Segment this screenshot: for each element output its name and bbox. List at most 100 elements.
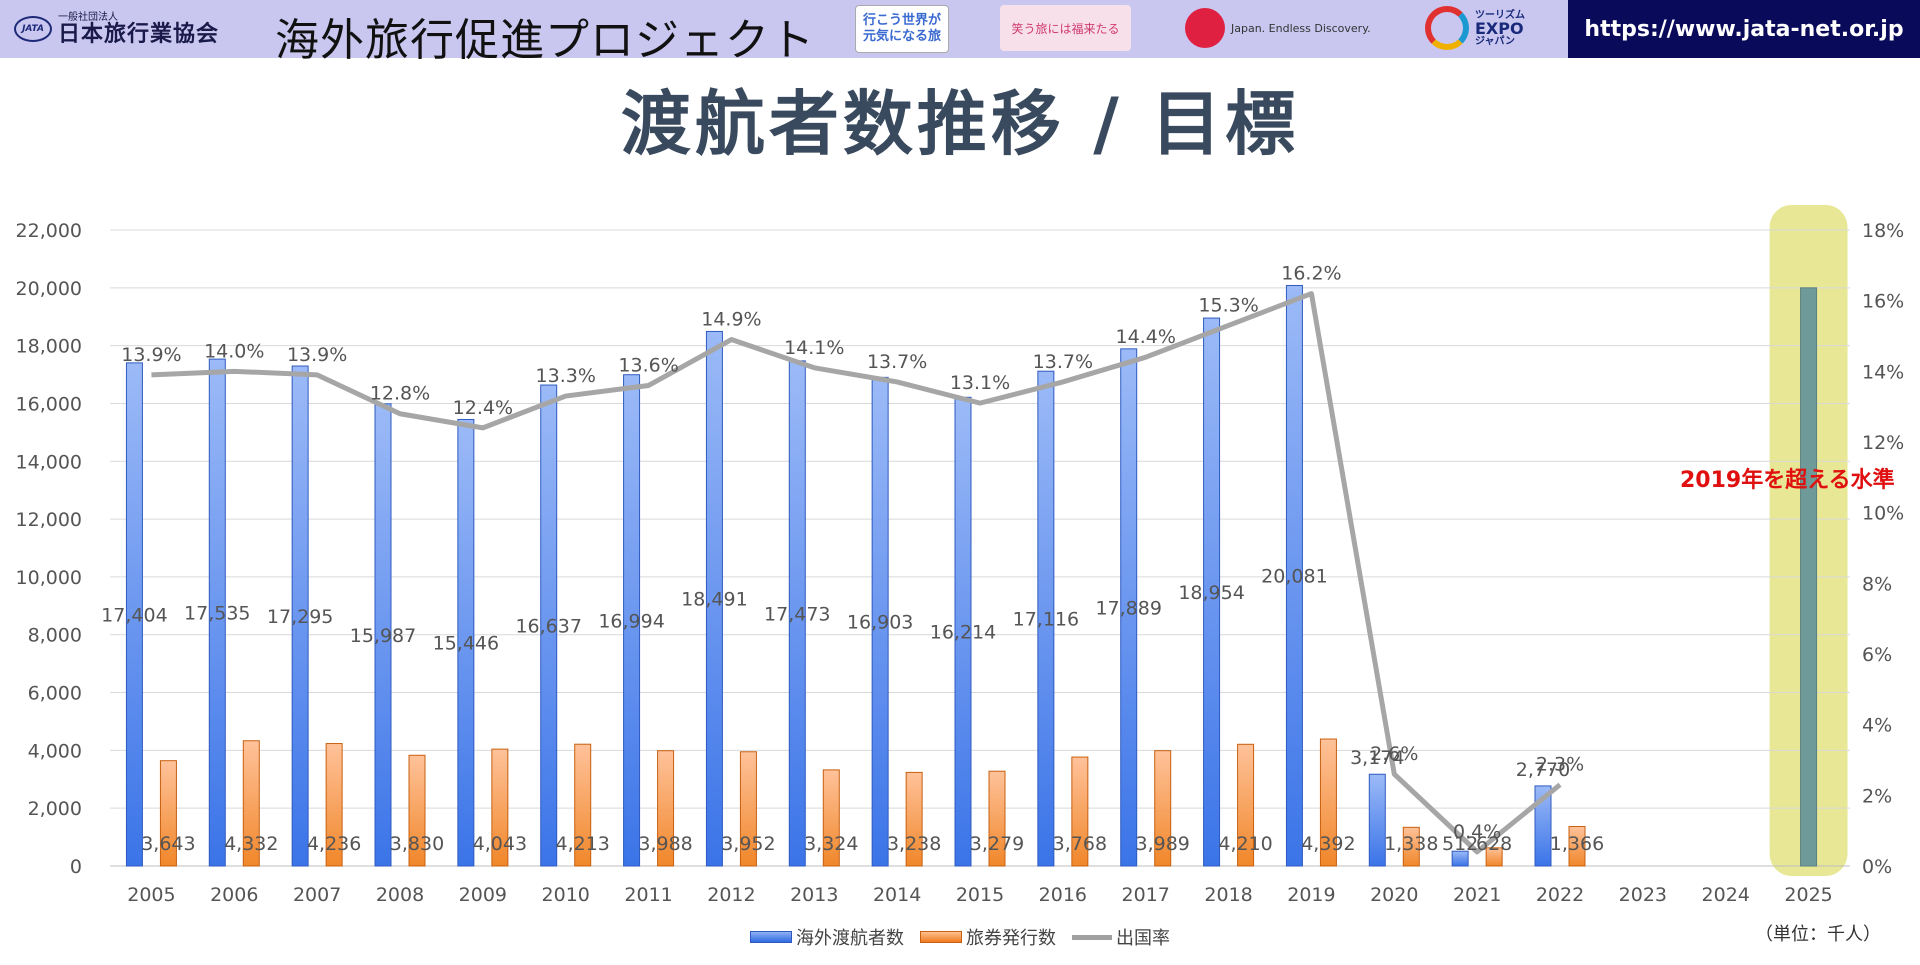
travelers-data-label: 17,295 [267, 606, 333, 628]
passports-data-label: 3,830 [390, 833, 444, 855]
x-tick-label: 2016 [1039, 884, 1087, 906]
x-tick-label: 2024 [1702, 884, 1750, 906]
header-bar: JATA 一般社団法人 日本旅行業協会 海外旅行促進プロジェクト 行こう世界が … [0, 0, 1920, 66]
expo-logo-line3: ジャパン [1475, 35, 1515, 47]
passports-bar [242, 740, 260, 867]
jata-logo-subtitle: 一般社団法人 [58, 11, 118, 23]
travelers-data-label: 18,954 [1178, 582, 1244, 604]
passports-data-label: 4,043 [473, 833, 527, 855]
passports-data-label: 3,768 [1053, 833, 1107, 855]
travel-campaign-logo[interactable]: 行こう世界が 元気になる旅 [855, 5, 949, 53]
website-url-link[interactable]: https://www.jata-net.or.jp [1568, 0, 1920, 58]
passports-data-label: 4,392 [1301, 833, 1355, 855]
travelers-bar [705, 330, 723, 867]
expo-ring-icon [1425, 6, 1469, 50]
rate-data-label: 13.3% [536, 365, 596, 387]
tourism-expo-logo[interactable]: ツーリズム EXPO ジャパン [1425, 5, 1535, 51]
rate-data-label: 14.0% [204, 340, 264, 362]
passports-data-label: 3,643 [141, 833, 195, 855]
target-annotation: 2019年を超える水準 [1680, 468, 1895, 493]
passports-data-label: 628 [1476, 833, 1512, 855]
passports-data-label: 3,324 [804, 833, 858, 855]
travel-logo-line1: 行こう世界が [862, 13, 941, 28]
passports-bar [1071, 756, 1089, 867]
passports-bar [1402, 826, 1420, 867]
rate-data-label: 14.1% [784, 337, 844, 359]
project-title: 海外旅行促進プロジェクト [275, 15, 815, 66]
x-tick-label: 2021 [1453, 884, 1501, 906]
travelers-data-label: 16,214 [930, 622, 996, 644]
rate-data-label: 13.1% [950, 372, 1010, 394]
y2-tick-label: 8% [1862, 573, 1892, 595]
passports-data-label: 3,238 [887, 833, 941, 855]
page-title: 渡航者数推移 / 目標 [620, 83, 1300, 165]
y-tick-label: 10,000 [16, 567, 82, 589]
x-tick-label: 2015 [956, 884, 1004, 906]
legend-swatch-rate [1072, 934, 1112, 940]
x-tick-label: 2012 [707, 884, 755, 906]
rate-data-label: 13.6% [618, 354, 678, 376]
unit-label: （単位：千人） [1755, 924, 1881, 945]
x-tick-label: 2017 [1122, 884, 1170, 906]
travelers-data-label: 512 [1442, 833, 1478, 855]
travelers-bar [291, 365, 309, 867]
x-tick-label: 2013 [790, 884, 838, 906]
passports-data-label: 3,989 [1136, 833, 1190, 855]
rate-data-label: 13.9% [287, 344, 347, 366]
smile-logo-text: 笑う旅には福来たる [1011, 21, 1120, 36]
jata-logo-name: 日本旅行業協会 [58, 21, 220, 47]
rate-data-label: 12.4% [453, 397, 513, 419]
passports-bar [491, 748, 509, 867]
travelers-data-label: 15,446 [433, 633, 499, 655]
travelers-bar [1203, 317, 1221, 867]
travelers-data-label: 17,889 [1095, 597, 1161, 619]
travelers-data-label: 16,637 [515, 616, 581, 638]
y2-tick-label: 4% [1862, 715, 1892, 737]
rate-data-label: 13.7% [867, 351, 927, 373]
passports-data-label: 3,279 [970, 833, 1024, 855]
y-tick-label: 18,000 [16, 336, 82, 358]
jata-logo[interactable]: JATA 一般社団法人 日本旅行業協会 [14, 8, 219, 50]
travelers-data-label: 17,404 [101, 604, 167, 626]
passports-bar [657, 750, 675, 867]
rate-data-label: 14.4% [1116, 326, 1176, 348]
rate-data-label: 14.9% [701, 309, 761, 331]
y-tick-label: 16,000 [16, 393, 82, 415]
travelers-bar [540, 384, 558, 867]
passports-bar [1154, 750, 1172, 867]
travelers-data-label: 15,987 [350, 625, 416, 647]
x-tick-label: 2008 [376, 884, 424, 906]
rate-data-label: 0.4% [1453, 821, 1501, 843]
y2-tick-label: 2% [1862, 785, 1892, 807]
travelers-data-label: 16,994 [598, 610, 664, 632]
travelers-data-label: 17,116 [1013, 609, 1079, 631]
travelers-data-label: 17,473 [764, 603, 830, 625]
x-tick-label: 2005 [127, 884, 175, 906]
travel-logo-line2: 元気になる旅 [862, 29, 941, 44]
smile-campaign-logo[interactable]: 笑う旅には福来たる [1000, 5, 1131, 51]
travelers-data-label: 16,903 [847, 612, 913, 634]
y2-tick-label: 0% [1862, 856, 1892, 878]
passports-data-label: 4,213 [556, 833, 610, 855]
y2-tick-label: 14% [1862, 361, 1904, 383]
jata-mark-icon: JATA [14, 16, 52, 42]
passports-bar [574, 743, 592, 867]
travelers-data-label: 3,174 [1350, 747, 1404, 769]
passports-bar [988, 770, 1006, 867]
x-tick-label: 2019 [1287, 884, 1335, 906]
x-tick-label: 2023 [1619, 884, 1667, 906]
rate-data-label: 2.6% [1370, 743, 1418, 765]
passports-data-label: 1,338 [1384, 833, 1438, 855]
y2-tick-label: 16% [1862, 291, 1904, 313]
x-tick-label: 2011 [624, 884, 672, 906]
passports-data-label: 4,236 [307, 833, 361, 855]
passports-bar [822, 769, 840, 867]
x-tick-label: 2009 [459, 884, 507, 906]
y-tick-label: 4,000 [28, 740, 82, 762]
japan-endless-discovery-logo[interactable]: Japan. Endless Discovery. [1185, 5, 1375, 51]
passports-bar [408, 754, 426, 867]
travelers-bar [623, 374, 641, 867]
travelers-bar [1534, 785, 1552, 867]
passports-bar [1237, 743, 1255, 867]
